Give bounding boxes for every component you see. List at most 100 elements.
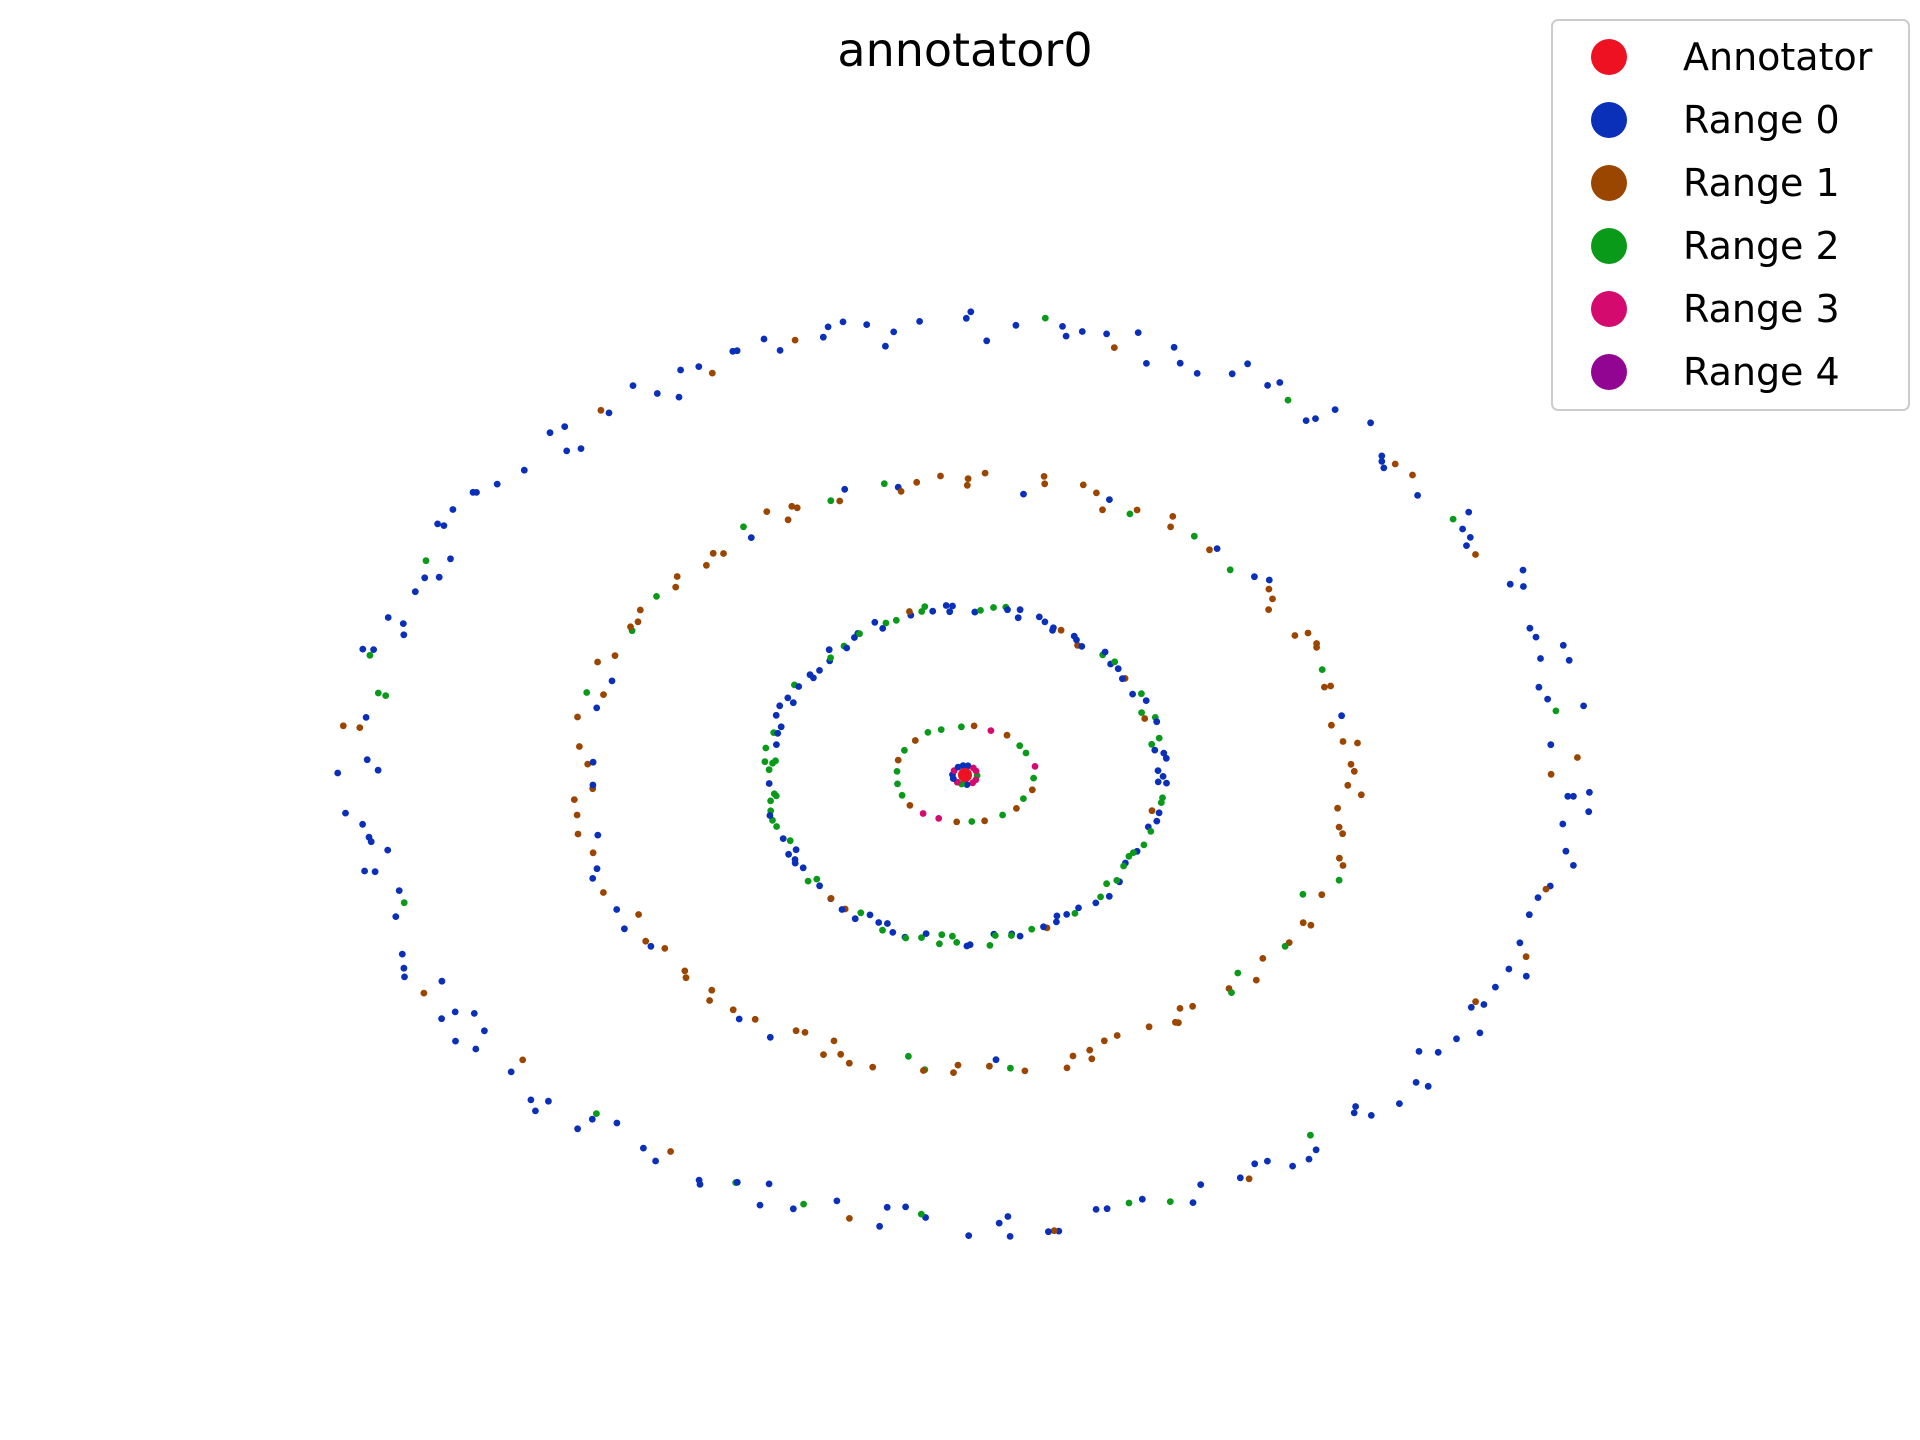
point-range-2: [1281, 942, 1289, 950]
point-range-0: [1367, 1112, 1375, 1119]
point-range-1: [1245, 1175, 1253, 1183]
point-range-0: [1063, 911, 1071, 918]
point-range-0: [473, 489, 480, 496]
point-range-0: [1331, 406, 1339, 413]
point-range-1: [1167, 523, 1174, 531]
point-range-0: [334, 769, 342, 777]
point-range-2: [653, 593, 660, 600]
point-range-2: [1138, 709, 1145, 716]
point-range-1: [751, 1015, 759, 1023]
point-range-2: [1318, 666, 1326, 673]
point-range-2: [1226, 566, 1234, 574]
point-range-0: [816, 667, 823, 674]
point-range-1: [1040, 473, 1048, 480]
point-range-1: [1339, 738, 1347, 745]
point-range-1: [763, 508, 771, 515]
point-range-0: [1114, 665, 1122, 673]
point-range-2: [1155, 734, 1163, 742]
point-range-2: [968, 818, 976, 825]
point-range-0: [1151, 746, 1159, 754]
point-range-0: [532, 1107, 539, 1115]
point-range-0: [589, 781, 597, 789]
point-range-2: [991, 932, 999, 939]
point-range-2: [1120, 862, 1127, 870]
point-range-1: [1057, 626, 1065, 634]
point-range-1: [1350, 767, 1358, 775]
point-range-1: [706, 997, 713, 1004]
point-range-2: [740, 523, 747, 531]
point-range-0: [472, 1045, 480, 1053]
point-range-0: [421, 574, 429, 582]
point-range-0: [440, 522, 448, 529]
point-range-0: [916, 318, 923, 325]
point-range-0: [1154, 778, 1162, 786]
point-range-1: [906, 608, 913, 615]
point-range-1: [708, 369, 716, 377]
point-range-2: [593, 1110, 600, 1117]
legend-label-range-1: Range 1: [1683, 161, 1840, 205]
point-range-0: [589, 758, 597, 766]
point-range-1: [1409, 471, 1416, 479]
point-range-2: [1016, 742, 1024, 750]
point-range-2: [937, 726, 945, 733]
point-range-2: [898, 791, 906, 799]
point-range-0: [1160, 749, 1168, 757]
point-range-0: [452, 1037, 459, 1045]
point-range-1: [681, 967, 689, 975]
point-range-2: [1111, 658, 1119, 666]
point-range-2: [400, 899, 408, 907]
point-range-0: [1305, 1155, 1313, 1163]
point-range-1: [1318, 891, 1326, 899]
point-range-0: [1143, 360, 1150, 367]
point-range-1: [1339, 830, 1346, 838]
point-range-1: [1542, 885, 1550, 893]
chart-title: annotator0: [837, 23, 1092, 77]
point-range-1: [1172, 1018, 1179, 1026]
point-range-1: [1334, 804, 1341, 812]
point-range-2: [1097, 893, 1104, 901]
point-range-0: [493, 480, 501, 488]
point-range-1: [1304, 629, 1312, 637]
point-range-1: [729, 1006, 737, 1014]
point-range-1: [708, 986, 716, 994]
point-range-0: [1170, 343, 1178, 351]
point-range-2: [917, 1210, 925, 1218]
point-range-0: [593, 704, 601, 712]
point-range-1: [570, 796, 578, 803]
point-range-0: [1380, 464, 1388, 472]
point-range-1: [1069, 1052, 1077, 1060]
point-range-1: [1021, 1067, 1029, 1075]
point-range-0: [400, 631, 408, 639]
point-range-2: [977, 607, 984, 614]
point-range-2: [770, 790, 778, 798]
point-range-0: [819, 333, 827, 341]
point-range-1: [1269, 595, 1276, 603]
point-range-1: [1574, 754, 1581, 761]
point-range-0: [1265, 576, 1273, 584]
point-range-0: [695, 1176, 703, 1184]
point-range-2: [924, 729, 932, 736]
point-range-1: [600, 889, 607, 896]
point-range-1: [1547, 770, 1555, 778]
point-range-0: [563, 447, 571, 455]
point-range-1: [635, 911, 642, 918]
point-range-0: [838, 906, 846, 913]
point-range-1: [1003, 731, 1011, 739]
point-range-1: [920, 1067, 927, 1074]
point-range-0: [1059, 323, 1066, 330]
point-range-0: [1004, 606, 1011, 614]
point-range-2: [1157, 799, 1165, 806]
point-range-2: [1130, 849, 1137, 856]
point-range-0: [1075, 904, 1082, 912]
point-range-0: [1105, 892, 1113, 900]
point-range-0: [760, 335, 768, 343]
point-range-2: [1552, 707, 1560, 715]
point-range-0: [779, 835, 787, 842]
point-range-1: [1176, 1005, 1184, 1012]
point-range-1: [672, 583, 680, 591]
point-range-0: [962, 314, 970, 322]
point-range-0: [942, 602, 950, 609]
point-range-0: [384, 846, 392, 854]
point-range-1: [793, 504, 801, 512]
point-range-0: [1119, 675, 1126, 683]
